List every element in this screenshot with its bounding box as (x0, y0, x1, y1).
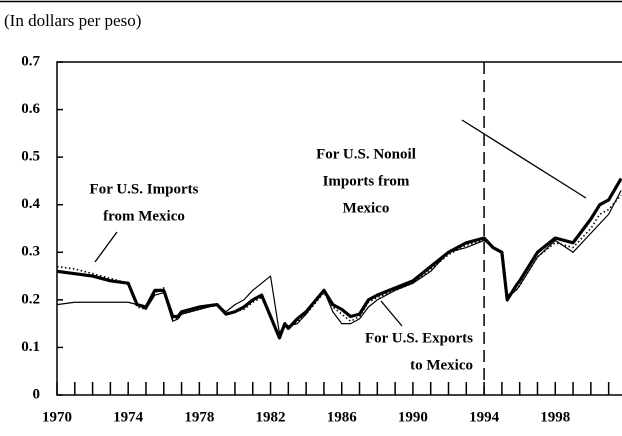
chart-subtitle: (In dollars per peso) (4, 11, 141, 30)
y-tick-label: 0.7 (21, 53, 40, 69)
series-line (56, 177, 622, 340)
x-tick-label: 1986 (327, 409, 358, 425)
annotation: Mexico (343, 200, 390, 216)
x-tick-label: 1974 (113, 409, 144, 425)
y-tick-label: 0.2 (21, 291, 40, 307)
annotation-leader (94, 231, 118, 263)
y-tick-label: 0.1 (21, 339, 40, 355)
annotation-leader (380, 300, 403, 327)
x-tick-label: 1990 (398, 409, 428, 425)
x-tick-label: 1978 (184, 409, 214, 425)
y-tick-label: 0.4 (21, 196, 40, 212)
annotation: to Mexico (410, 357, 473, 373)
x-tick-label: 1982 (256, 409, 286, 425)
annotation: For U.S. Imports (90, 181, 199, 197)
annotation: from Mexico (103, 208, 185, 224)
annotation: For U.S. Exports (365, 330, 473, 346)
annotation: Imports from (323, 173, 410, 189)
annotation-leader (461, 119, 587, 199)
x-tick-label: 1994 (469, 409, 500, 425)
annotation: For U.S. Nonoil (316, 146, 416, 162)
x-tick-label: 1998 (540, 409, 570, 425)
y-tick-label: 0.3 (21, 244, 40, 260)
series-line (56, 190, 622, 334)
y-tick-label: 0 (33, 386, 41, 402)
x-tick-label: 1970 (42, 409, 72, 425)
plot-frame (56, 61, 622, 396)
series-line (56, 194, 622, 339)
y-tick-label: 0.5 (21, 149, 40, 165)
y-tick-label: 0.6 (21, 101, 40, 117)
